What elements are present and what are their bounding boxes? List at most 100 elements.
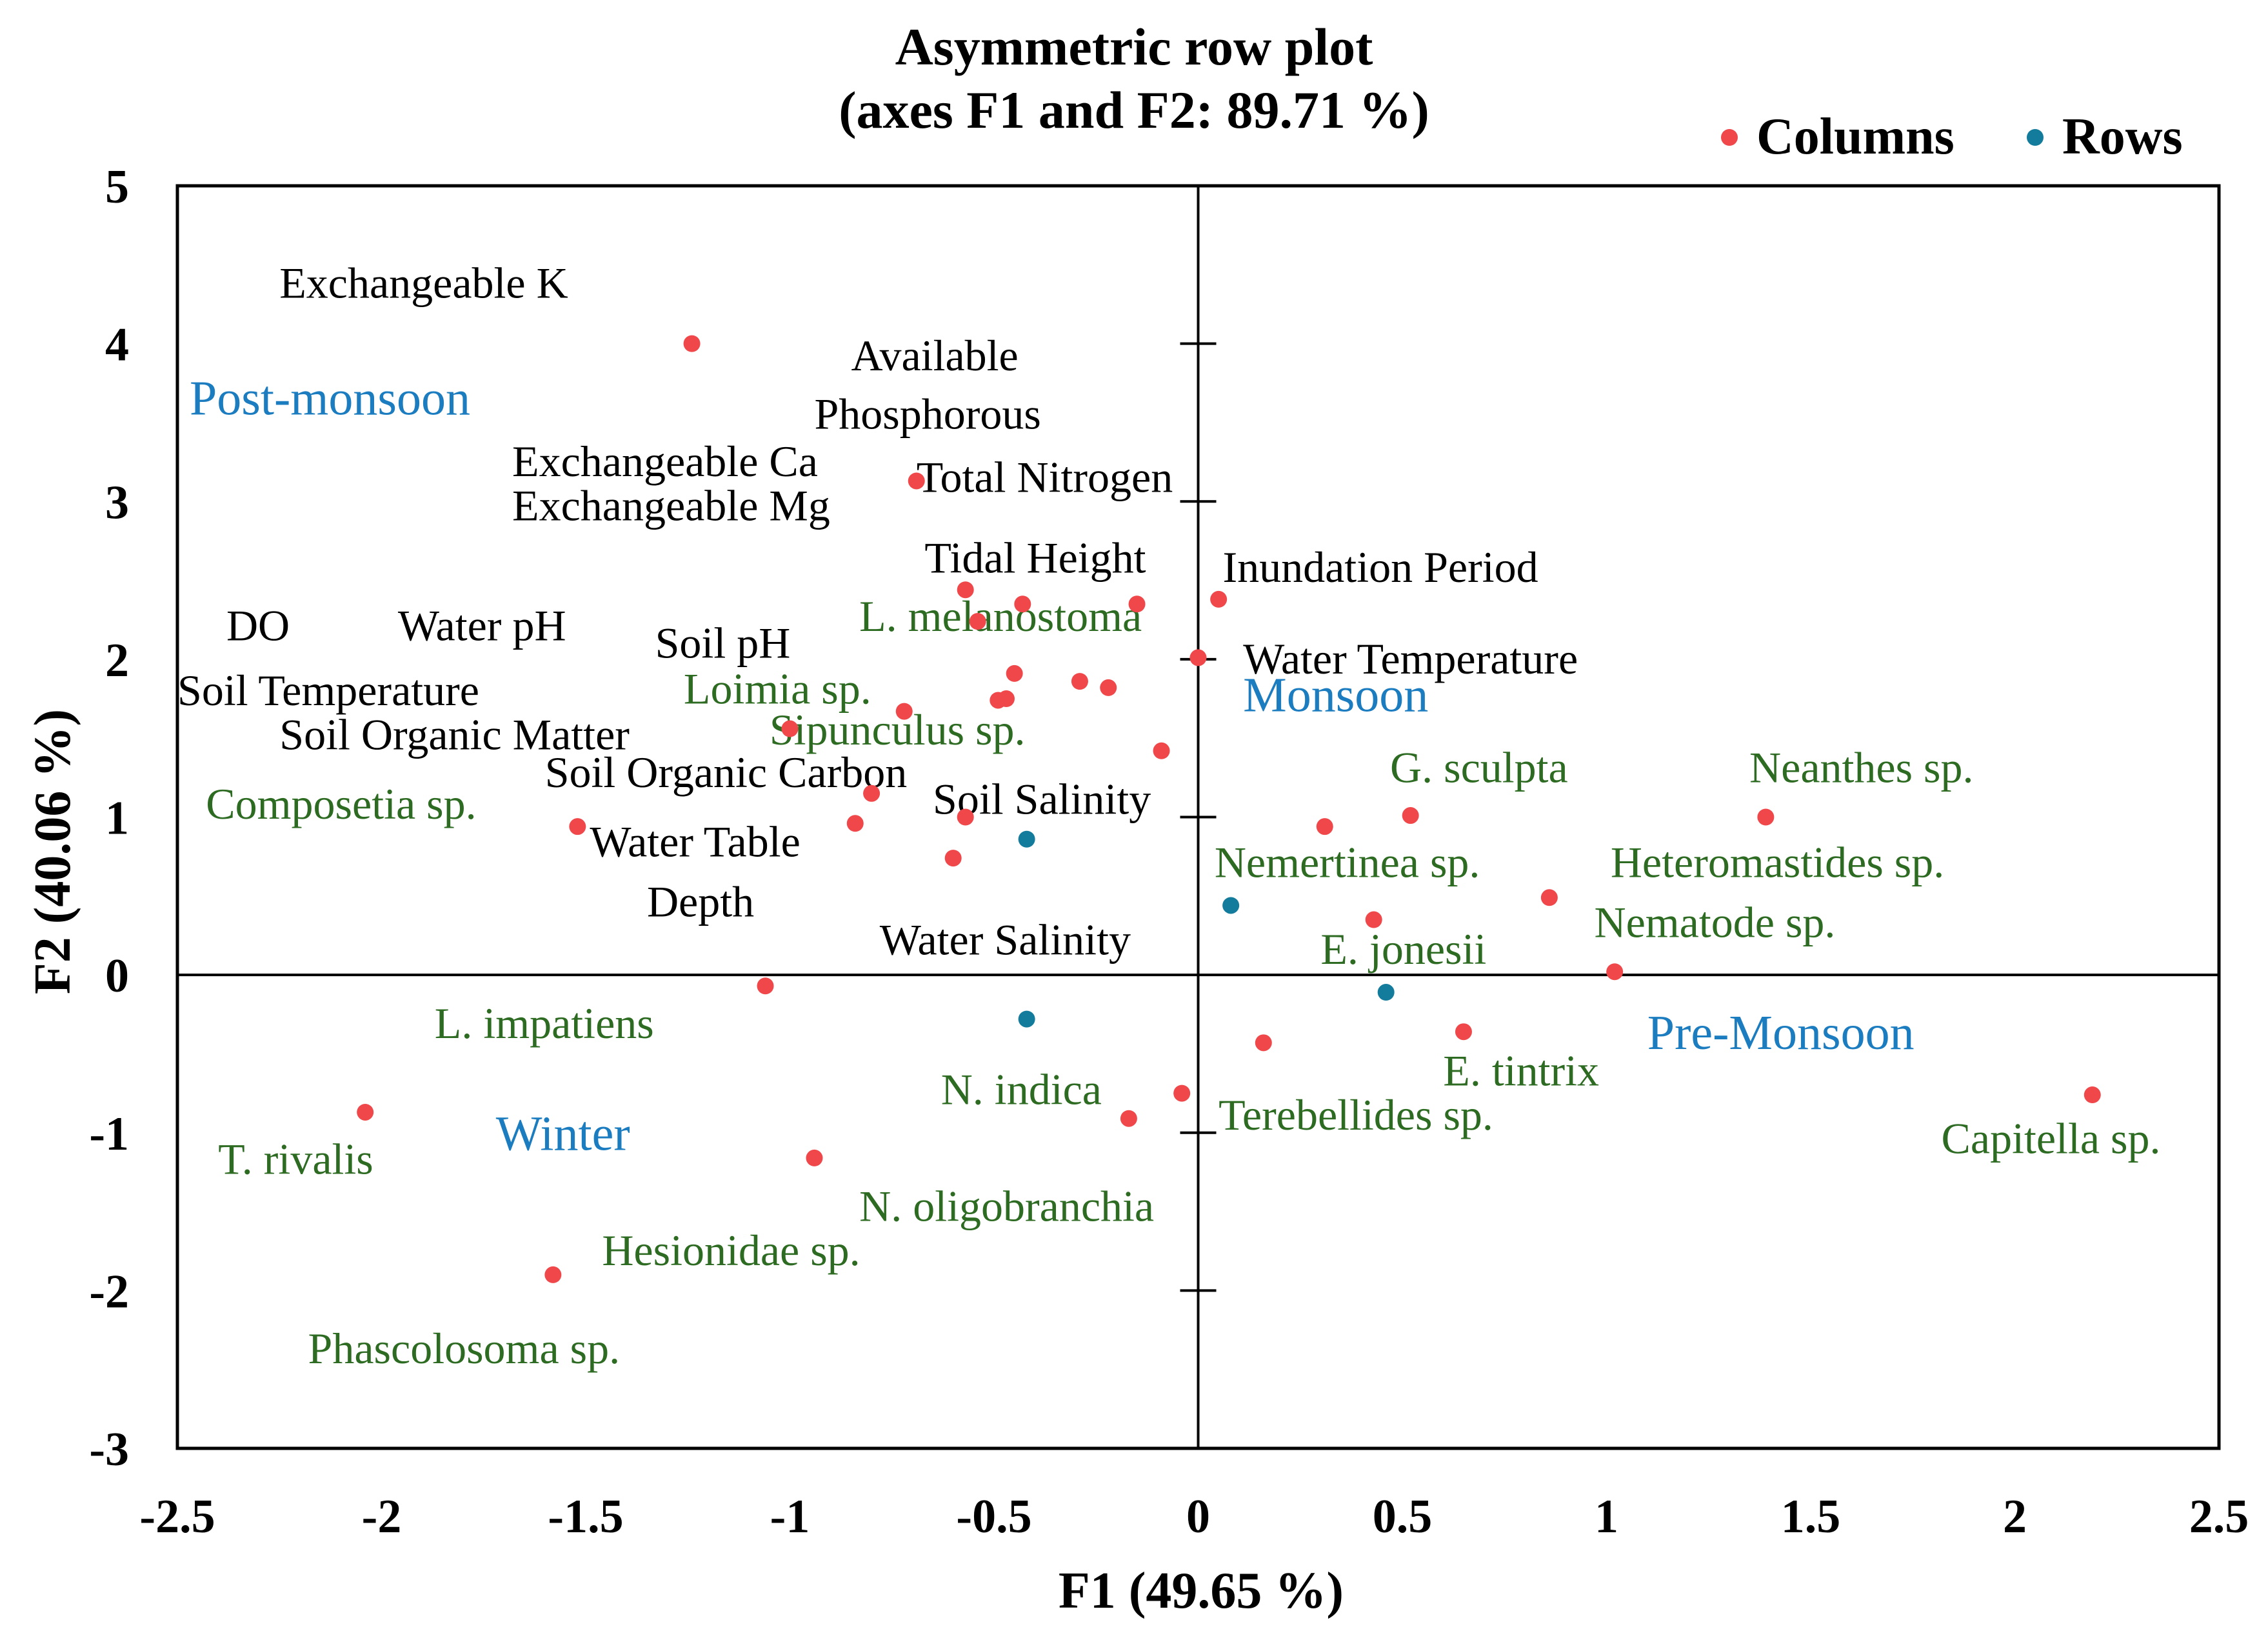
column-point <box>1606 963 1624 981</box>
y-tick-label: 5 <box>105 161 129 214</box>
variable-label: Soil Temperature <box>177 666 479 715</box>
legend-rows-label: Rows <box>2062 108 2183 165</box>
column-point <box>1402 807 1419 824</box>
variable-label: Soil Organic Carbon <box>545 748 908 797</box>
species-label: N. indica <box>941 1065 1102 1114</box>
variable-label: Water Salinity <box>880 915 1131 964</box>
column-point <box>1071 673 1088 690</box>
row-point <box>1222 897 1240 914</box>
column-point <box>1189 649 1207 666</box>
x-tick-label: 0 <box>1186 1490 1210 1543</box>
column-point <box>969 613 986 630</box>
column-point <box>895 703 913 720</box>
variable-label: Tidal Height <box>924 533 1146 582</box>
column-point <box>1128 595 1146 613</box>
species-label: L. impatiens <box>435 999 654 1048</box>
y-tick-label: 2 <box>105 634 129 687</box>
variable-label: Soil Organic Matter <box>279 710 630 759</box>
column-point <box>957 581 974 599</box>
x-tick-label: -1.5 <box>548 1490 623 1543</box>
variable-label: Inundation Period <box>1222 543 1538 592</box>
x-tick-label: -0.5 <box>956 1490 1031 1543</box>
variable-label: DO <box>226 601 290 650</box>
y-tick-label: -2 <box>89 1265 129 1318</box>
data-points <box>357 335 2101 1283</box>
x-tick-label: 2 <box>2003 1490 2027 1543</box>
legend-columns-marker <box>1721 129 1738 146</box>
species-label: Hesionidae sp. <box>602 1226 860 1275</box>
column-point <box>544 1266 562 1283</box>
x-tick-label: 1 <box>1595 1490 1618 1543</box>
species-label: N. oligobranchia <box>859 1182 1154 1231</box>
species-label: Terebellides sp. <box>1219 1090 1493 1139</box>
variable-label: Phosphorous <box>814 390 1040 439</box>
species-label: L. melanostoma <box>859 592 1142 641</box>
column-point <box>997 690 1015 708</box>
column-point <box>957 808 974 826</box>
column-point <box>1365 911 1382 928</box>
y-tick-label: -3 <box>89 1423 129 1476</box>
column-point <box>944 850 962 867</box>
species-label: Heteromastides sp. <box>1611 837 1944 886</box>
column-point <box>806 1149 823 1166</box>
column-point <box>1255 1034 1272 1052</box>
species-label: Nematode sp. <box>1595 897 1836 946</box>
column-point <box>357 1103 374 1121</box>
species-label: T. rivalis <box>218 1134 373 1183</box>
chart-title: Asymmetric row plot <box>895 17 1373 76</box>
season-label: Pre-Monsoon <box>1647 1006 1915 1060</box>
column-point <box>1210 590 1228 608</box>
row-point <box>1377 984 1395 1001</box>
column-point <box>908 472 925 490</box>
column-point <box>1316 818 1333 835</box>
species-label: Composetia sp. <box>206 779 476 828</box>
column-point <box>757 977 774 995</box>
y-tick-label: 3 <box>105 476 129 529</box>
chart-subtitle: (axes F1 and F2: 89.71 %) <box>839 81 1429 139</box>
legend-rows-marker <box>2027 129 2044 146</box>
column-point <box>1173 1084 1191 1102</box>
column-point <box>683 335 701 352</box>
row-point <box>1018 1010 1035 1028</box>
x-tick-label: 1.5 <box>1781 1490 1841 1543</box>
column-point <box>1006 665 1023 682</box>
column-point <box>1757 808 1775 826</box>
x-axis-title: F1 (49.65 %) <box>1059 1563 1344 1619</box>
y-axis-title: F2 (40.06 %) <box>25 709 81 994</box>
species-label: E. jonesii <box>1320 924 1486 974</box>
row-point <box>1018 830 1035 848</box>
x-tick-label: -1 <box>770 1490 810 1543</box>
y-tick-label: -1 <box>89 1108 129 1161</box>
column-point <box>1540 889 1558 906</box>
y-tick-label: 0 <box>105 950 129 1003</box>
variable-label: Water Table <box>590 817 800 866</box>
x-tick-label: -2.5 <box>139 1490 215 1543</box>
legend-columns-label: Columns <box>1756 108 1955 165</box>
y-tick-labels: -3 -2 -1 0 1 2 3 4 5 <box>89 161 129 1476</box>
variable-label: Total Nitrogen <box>917 453 1173 502</box>
variable-label: Water pH <box>398 601 566 650</box>
column-point <box>1455 1023 1472 1041</box>
column-point <box>1014 595 1031 613</box>
season-label: Monsoon <box>1243 668 1428 723</box>
variable-label: Exchangeable Ca <box>512 437 818 486</box>
variable-label: Water Temperature <box>1243 634 1578 683</box>
x-tick-label: 2.5 <box>2189 1490 2249 1543</box>
variable-label: Depth <box>647 877 754 926</box>
variable-label: Exchangeable K <box>279 259 568 308</box>
legend: Columns Rows <box>1721 108 2183 165</box>
species-label: Loimia sp. <box>684 664 871 713</box>
column-point <box>1120 1110 1137 1127</box>
point-labels: Exchangeable KAvailablePhosphorousExchan… <box>177 259 2160 1373</box>
zero-axis-lines <box>177 185 2219 1450</box>
species-label: Neanthes sp. <box>1749 743 1973 792</box>
species-label: Nemertinea sp. <box>1215 837 1480 886</box>
season-label: Post-monsoon <box>190 372 470 426</box>
season-label: Winter <box>496 1107 630 1161</box>
y-tick-label: 4 <box>105 319 129 372</box>
column-point <box>569 818 586 835</box>
species-label: E. tintrix <box>1443 1046 1599 1095</box>
column-point <box>863 785 880 802</box>
column-point <box>2084 1086 2101 1104</box>
